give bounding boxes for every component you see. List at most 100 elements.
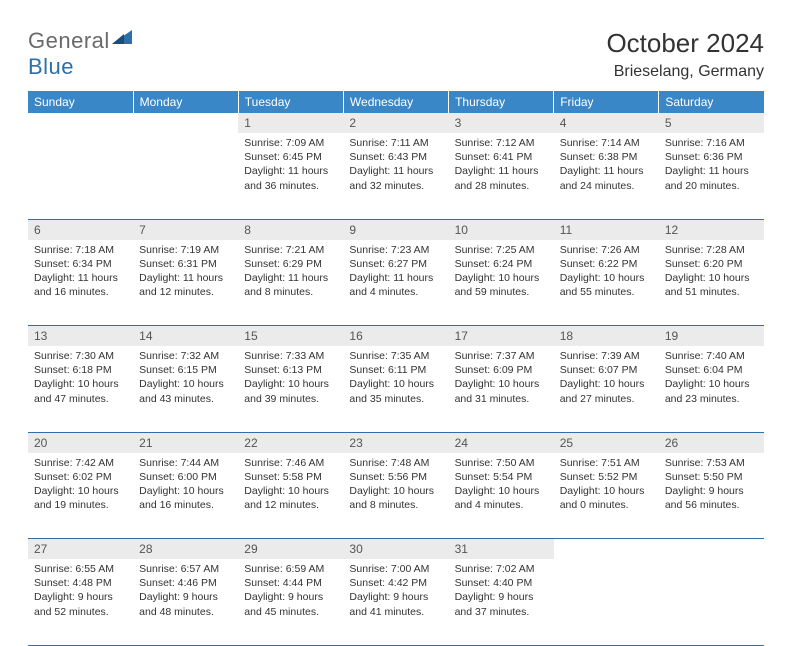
day-number: 9 [343,219,448,240]
day-number [133,113,238,133]
daylight-text: and 12 minutes. [244,498,337,512]
daynum-row: 6789101112 [28,219,764,240]
title-block: October 2024 Brieselang, Germany [606,28,764,81]
sunrise-text: Sunrise: 7:23 AM [349,243,442,257]
daylight-text: and 43 minutes. [139,392,232,406]
day-cell: Sunrise: 7:16 AMSunset: 6:36 PMDaylight:… [659,133,764,219]
sunrise-text: Sunrise: 7:18 AM [34,243,127,257]
brand-triangle-icon [112,26,134,51]
sunset-text: Sunset: 6:36 PM [665,150,758,164]
daylight-text: and 55 minutes. [560,285,653,299]
day-detail: Sunrise: 7:30 AMSunset: 6:18 PMDaylight:… [28,346,133,412]
day-detail: Sunrise: 7:50 AMSunset: 5:54 PMDaylight:… [449,453,554,519]
day-detail: Sunrise: 7:40 AMSunset: 6:04 PMDaylight:… [659,346,764,412]
day-cell: Sunrise: 7:25 AMSunset: 6:24 PMDaylight:… [449,240,554,326]
day-number: 3 [449,113,554,133]
day-cell: Sunrise: 7:00 AMSunset: 4:42 PMDaylight:… [343,559,448,645]
daylight-text: Daylight: 10 hours [244,377,337,391]
sunset-text: Sunset: 4:46 PM [139,576,232,590]
daylight-text: Daylight: 10 hours [455,271,548,285]
daylight-text: and 8 minutes. [244,285,337,299]
day-cell: Sunrise: 7:32 AMSunset: 6:15 PMDaylight:… [133,346,238,432]
day-number [659,539,764,560]
daylight-text: and 24 minutes. [560,179,653,193]
sunrise-text: Sunrise: 7:16 AM [665,136,758,150]
day-detail: Sunrise: 7:14 AMSunset: 6:38 PMDaylight:… [554,133,659,199]
day-cell: Sunrise: 6:55 AMSunset: 4:48 PMDaylight:… [28,559,133,645]
day-number: 22 [238,432,343,453]
daylight-text: Daylight: 9 hours [139,590,232,604]
daylight-text: Daylight: 10 hours [455,377,548,391]
day-detail: Sunrise: 7:09 AMSunset: 6:45 PMDaylight:… [238,133,343,199]
day-number: 11 [554,219,659,240]
daylight-text: Daylight: 9 hours [455,590,548,604]
day-number: 16 [343,326,448,347]
day-cell: Sunrise: 7:28 AMSunset: 6:20 PMDaylight:… [659,240,764,326]
day-number: 8 [238,219,343,240]
sunrise-text: Sunrise: 7:02 AM [455,562,548,576]
day-detail: Sunrise: 7:19 AMSunset: 6:31 PMDaylight:… [133,240,238,306]
sunrise-text: Sunrise: 7:51 AM [560,456,653,470]
sunrise-text: Sunrise: 7:39 AM [560,349,653,363]
daylight-text: and 23 minutes. [665,392,758,406]
day-cell: Sunrise: 7:51 AMSunset: 5:52 PMDaylight:… [554,453,659,539]
daylight-text: Daylight: 9 hours [665,484,758,498]
daylight-text: and 19 minutes. [34,498,127,512]
day-number: 10 [449,219,554,240]
sunrise-text: Sunrise: 7:26 AM [560,243,653,257]
sunset-text: Sunset: 5:54 PM [455,470,548,484]
day-cell: Sunrise: 7:21 AMSunset: 6:29 PMDaylight:… [238,240,343,326]
sunset-text: Sunset: 4:48 PM [34,576,127,590]
day-number: 5 [659,113,764,133]
daylight-text: and 59 minutes. [455,285,548,299]
day-number: 27 [28,539,133,560]
month-title: October 2024 [606,28,764,59]
day-detail: Sunrise: 7:35 AMSunset: 6:11 PMDaylight:… [343,346,448,412]
daynum-row: 13141516171819 [28,326,764,347]
day-number [554,539,659,560]
sunset-text: Sunset: 6:31 PM [139,257,232,271]
day-number: 29 [238,539,343,560]
daylight-text: Daylight: 10 hours [560,484,653,498]
day-number: 30 [343,539,448,560]
sunset-text: Sunset: 6:41 PM [455,150,548,164]
daylight-text: and 16 minutes. [34,285,127,299]
day-cell: Sunrise: 7:44 AMSunset: 6:00 PMDaylight:… [133,453,238,539]
day-detail: Sunrise: 7:42 AMSunset: 6:02 PMDaylight:… [28,453,133,519]
week-row: Sunrise: 7:09 AMSunset: 6:45 PMDaylight:… [28,133,764,219]
day-cell: Sunrise: 6:59 AMSunset: 4:44 PMDaylight:… [238,559,343,645]
day-detail: Sunrise: 7:23 AMSunset: 6:27 PMDaylight:… [343,240,448,306]
daynum-row: 12345 [28,113,764,133]
day-number: 23 [343,432,448,453]
week-row: Sunrise: 7:42 AMSunset: 6:02 PMDaylight:… [28,453,764,539]
day-detail: Sunrise: 6:59 AMSunset: 4:44 PMDaylight:… [238,559,343,625]
weekday-header: Wednesday [343,91,448,113]
sunset-text: Sunset: 6:11 PM [349,363,442,377]
day-number: 6 [28,219,133,240]
daylight-text: Daylight: 10 hours [560,377,653,391]
daylight-text: Daylight: 10 hours [34,484,127,498]
sunrise-text: Sunrise: 7:00 AM [349,562,442,576]
day-detail: Sunrise: 7:46 AMSunset: 5:58 PMDaylight:… [238,453,343,519]
calendar-page: GeneralBlue October 2024 Brieselang, Ger… [0,0,792,646]
day-number: 26 [659,432,764,453]
day-number: 28 [133,539,238,560]
sunset-text: Sunset: 6:29 PM [244,257,337,271]
sunset-text: Sunset: 6:27 PM [349,257,442,271]
day-cell: Sunrise: 7:26 AMSunset: 6:22 PMDaylight:… [554,240,659,326]
daylight-text: Daylight: 11 hours [349,271,442,285]
weekday-header: Monday [133,91,238,113]
daylight-text: and 28 minutes. [455,179,548,193]
daylight-text: and 8 minutes. [349,498,442,512]
day-cell: Sunrise: 7:18 AMSunset: 6:34 PMDaylight:… [28,240,133,326]
sunrise-text: Sunrise: 7:28 AM [665,243,758,257]
day-detail: Sunrise: 7:18 AMSunset: 6:34 PMDaylight:… [28,240,133,306]
daylight-text: Daylight: 11 hours [139,271,232,285]
sunset-text: Sunset: 6:07 PM [560,363,653,377]
daylight-text: and 4 minutes. [349,285,442,299]
day-cell [133,133,238,219]
daylight-text: Daylight: 10 hours [244,484,337,498]
day-cell [28,133,133,219]
day-number: 31 [449,539,554,560]
sunrise-text: Sunrise: 7:32 AM [139,349,232,363]
